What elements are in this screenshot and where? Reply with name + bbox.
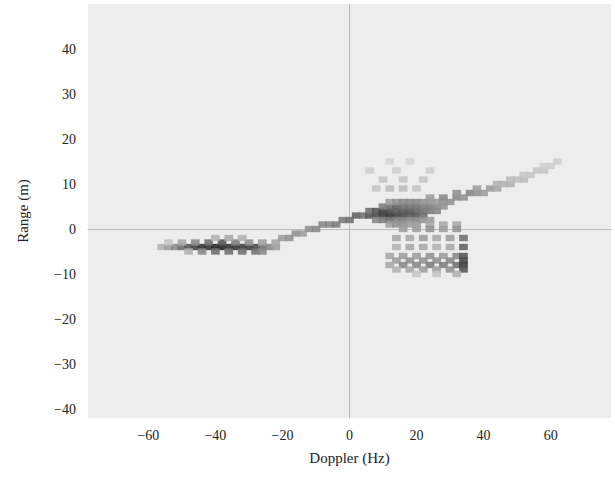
svg-text:10: 10	[62, 177, 76, 192]
svg-text:0: 0	[346, 428, 353, 443]
svg-text:20: 20	[410, 428, 424, 443]
svg-text:40: 40	[62, 42, 76, 57]
svg-text:−40: −40	[204, 428, 226, 443]
svg-text:20: 20	[62, 132, 76, 147]
svg-text:−10: −10	[54, 267, 76, 282]
svg-text:Doppler (Hz): Doppler (Hz)	[309, 450, 389, 467]
svg-text:−30: −30	[54, 357, 76, 372]
svg-text:Range (m): Range (m)	[15, 179, 32, 243]
svg-text:40: 40	[477, 428, 491, 443]
svg-text:−60: −60	[137, 428, 159, 443]
svg-text:−20: −20	[271, 428, 293, 443]
svg-text:60: 60	[544, 428, 558, 443]
svg-text:30: 30	[62, 87, 76, 102]
svg-text:−20: −20	[54, 312, 76, 327]
svg-text:0: 0	[69, 222, 76, 237]
svg-text:−40: −40	[54, 402, 76, 417]
